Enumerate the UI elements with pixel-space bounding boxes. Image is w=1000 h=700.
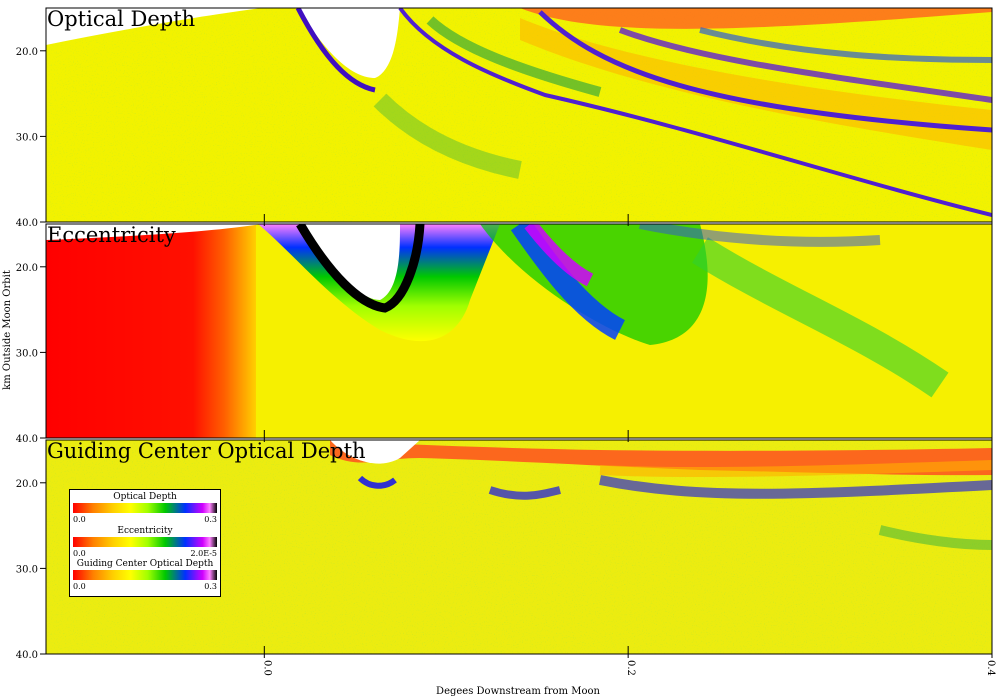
panel-optical-depth [46,8,992,222]
panel1-wake-edge-1 [295,8,376,93]
legend-max-optical-depth: 0.3 [204,515,217,524]
panel2-red-region [46,224,256,438]
legend-bar-optical-depth [73,503,217,513]
panel2-blue-lobe [510,224,626,340]
panel1-wake-streak-3 [618,27,992,103]
y-tick-label: 30.0 [16,564,38,575]
panel1-wake-streak-4 [699,27,992,63]
y-tick-label: 30.0 [16,132,38,143]
x-tick-label: 0.0 [261,660,272,676]
panel3-blue-blob-2 [488,486,561,500]
panel3-gap-1 [330,440,420,464]
panel2-frame [45,223,993,439]
y-axis-label: km Outside Moon Orbit [2,270,13,390]
panel1-gap-1 [298,8,400,78]
legend-title-optical-depth: Optical Depth [113,492,177,502]
legend-bar-guiding-center [73,570,217,580]
panel2-black-edge-1 [296,224,425,313]
legend-min-guiding-center: 0.0 [73,582,86,591]
panel2-magenta-lobe [524,224,594,287]
panel3-blue-streak [599,475,992,499]
panel1-wake-streak-1 [398,8,992,217]
y-tick-label: 30.0 [16,348,38,359]
panel1-orange-band [520,18,992,150]
colorbar-legend: Optical Depth 0.0 0.3 Eccentricity 0.0 2… [69,489,221,597]
panel3-blue-blob-1 [357,475,397,489]
panel2-white-left [46,224,262,240]
legend-bar-eccentricity [73,537,217,547]
y-tick-label: 20.0 [16,479,38,490]
panel1-title: Optical Depth [47,7,196,31]
y-tick-label: 20.0 [16,47,38,58]
panel1-green-band-2 [373,93,522,179]
panel-eccentricity [46,224,992,438]
panel3-frame [45,439,993,655]
legend-max-eccentricity: 2.0E-5 [190,549,217,558]
y-ticks: 20.0 30.0 40.0 20.0 30.0 40.0 20.0 30.0 40.0 [16,47,46,661]
panel1-frame [45,7,993,223]
legend-min-eccentricity: 0.0 [73,549,86,558]
panel2-green-band [692,237,949,398]
x-axis-label: Degees Downstream from Moon [436,686,600,697]
panel3-green-streak [878,525,992,550]
legend-title-guiding-center: Guiding Center Optical Depth [76,559,214,569]
panel1-wake-streak-2 [538,10,992,133]
x-tick-label: 0.4 [985,660,996,676]
panel1-green-band-1 [426,16,602,97]
y-tick-label: 40.0 [16,650,38,661]
legend-title-eccentricity: Eccentricity [117,526,173,536]
y-tick-label: 40.0 [16,434,38,445]
panel1-white-left [46,8,262,45]
panel1-red-edge [520,8,992,29]
panel2-blue-streak [639,224,881,247]
panel2-title: Eccentricity [47,223,176,247]
y-tick-label: 40.0 [16,218,38,229]
x-tick-label: 0.2 [625,660,636,676]
panel2-gap-1 [300,224,400,300]
legend-min-optical-depth: 0.0 [73,515,86,524]
x-ticks: 0.0 0.2 0.4 [261,214,996,676]
panel3-title: Guiding Center Optical Depth [47,439,366,463]
y-tick-label: 20.0 [16,263,38,274]
panel3-orange-streak [599,460,992,478]
legend-max-guiding-center: 0.3 [204,582,217,591]
